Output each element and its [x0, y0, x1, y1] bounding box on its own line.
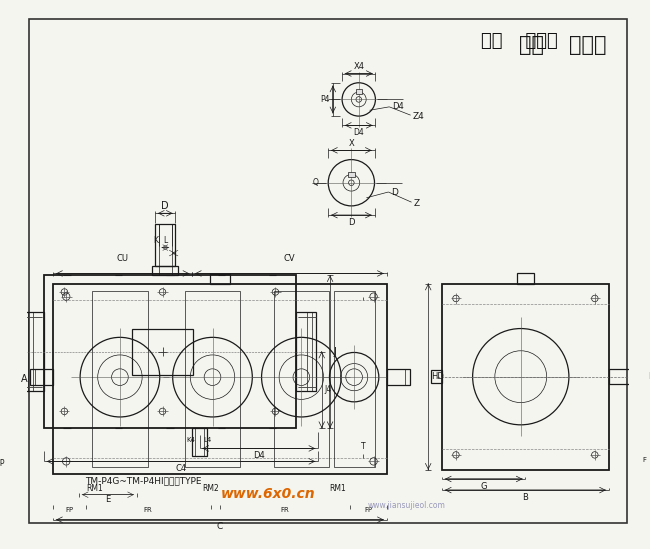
- Text: HD: HD: [431, 372, 444, 381]
- Bar: [356, 89, 361, 94]
- Text: X: X: [348, 138, 354, 148]
- Text: CV: CV: [283, 254, 295, 264]
- Text: TM-P4G~TM-P4HI适用此TYPE: TM-P4G~TM-P4HI适用此TYPE: [84, 477, 202, 485]
- Text: FR: FR: [280, 507, 289, 513]
- Bar: [296, 312, 316, 391]
- Text: T: T: [361, 442, 366, 451]
- Text: H: H: [649, 372, 650, 381]
- Bar: [608, 369, 638, 384]
- Text: D: D: [391, 188, 398, 197]
- Bar: [152, 266, 178, 275]
- Bar: [210, 274, 230, 284]
- Text: E: E: [105, 495, 110, 504]
- Bar: [23, 312, 44, 391]
- Text: Z4: Z4: [413, 111, 424, 121]
- Text: D: D: [161, 200, 169, 210]
- Text: L4: L4: [203, 438, 212, 444]
- Text: J: J: [333, 347, 337, 357]
- Text: L: L: [163, 236, 168, 245]
- Text: P4: P4: [320, 95, 330, 104]
- Text: J4: J4: [324, 385, 332, 394]
- Text: RM1: RM1: [86, 484, 103, 492]
- Bar: [155, 225, 176, 266]
- Text: CU: CU: [117, 254, 129, 264]
- Bar: [53, 284, 387, 474]
- Text: DP: DP: [0, 459, 5, 468]
- Text: Z: Z: [413, 199, 419, 208]
- Bar: [185, 291, 240, 467]
- Bar: [30, 369, 53, 385]
- Text: F: F: [642, 457, 646, 463]
- Text: C: C: [217, 523, 223, 531]
- Text: FP: FP: [66, 507, 73, 513]
- Text: RM1: RM1: [330, 484, 346, 492]
- Text: 四段: 四段: [519, 35, 545, 55]
- Text: 四段    平行轴: 四段 平行轴: [481, 32, 558, 50]
- Text: Q: Q: [313, 178, 319, 187]
- Bar: [44, 275, 296, 428]
- Bar: [92, 291, 148, 467]
- Text: K: K: [153, 236, 158, 245]
- Bar: [133, 328, 192, 375]
- Text: C4: C4: [176, 464, 187, 473]
- Text: RM2: RM2: [202, 484, 219, 492]
- Text: K4: K4: [187, 438, 196, 444]
- Bar: [348, 172, 355, 177]
- Text: www.jiansujieol.com: www.jiansujieol.com: [368, 501, 446, 511]
- Bar: [517, 272, 534, 284]
- Bar: [442, 284, 608, 470]
- Text: FR: FR: [144, 507, 153, 513]
- Text: D4: D4: [354, 128, 364, 137]
- Bar: [387, 369, 410, 385]
- Text: A: A: [21, 374, 27, 384]
- Text: G: G: [480, 482, 487, 491]
- Text: D4: D4: [253, 451, 265, 460]
- Text: D: D: [348, 218, 355, 227]
- Bar: [274, 291, 329, 467]
- Bar: [333, 291, 374, 467]
- Text: 平行轴: 平行轴: [569, 35, 606, 55]
- Text: D4: D4: [392, 102, 404, 111]
- Text: X4: X4: [353, 61, 364, 71]
- Text: FP: FP: [364, 507, 372, 513]
- Text: www.6x0.cn: www.6x0.cn: [221, 487, 315, 501]
- Bar: [431, 370, 442, 383]
- Bar: [192, 428, 207, 456]
- Text: B: B: [523, 493, 528, 502]
